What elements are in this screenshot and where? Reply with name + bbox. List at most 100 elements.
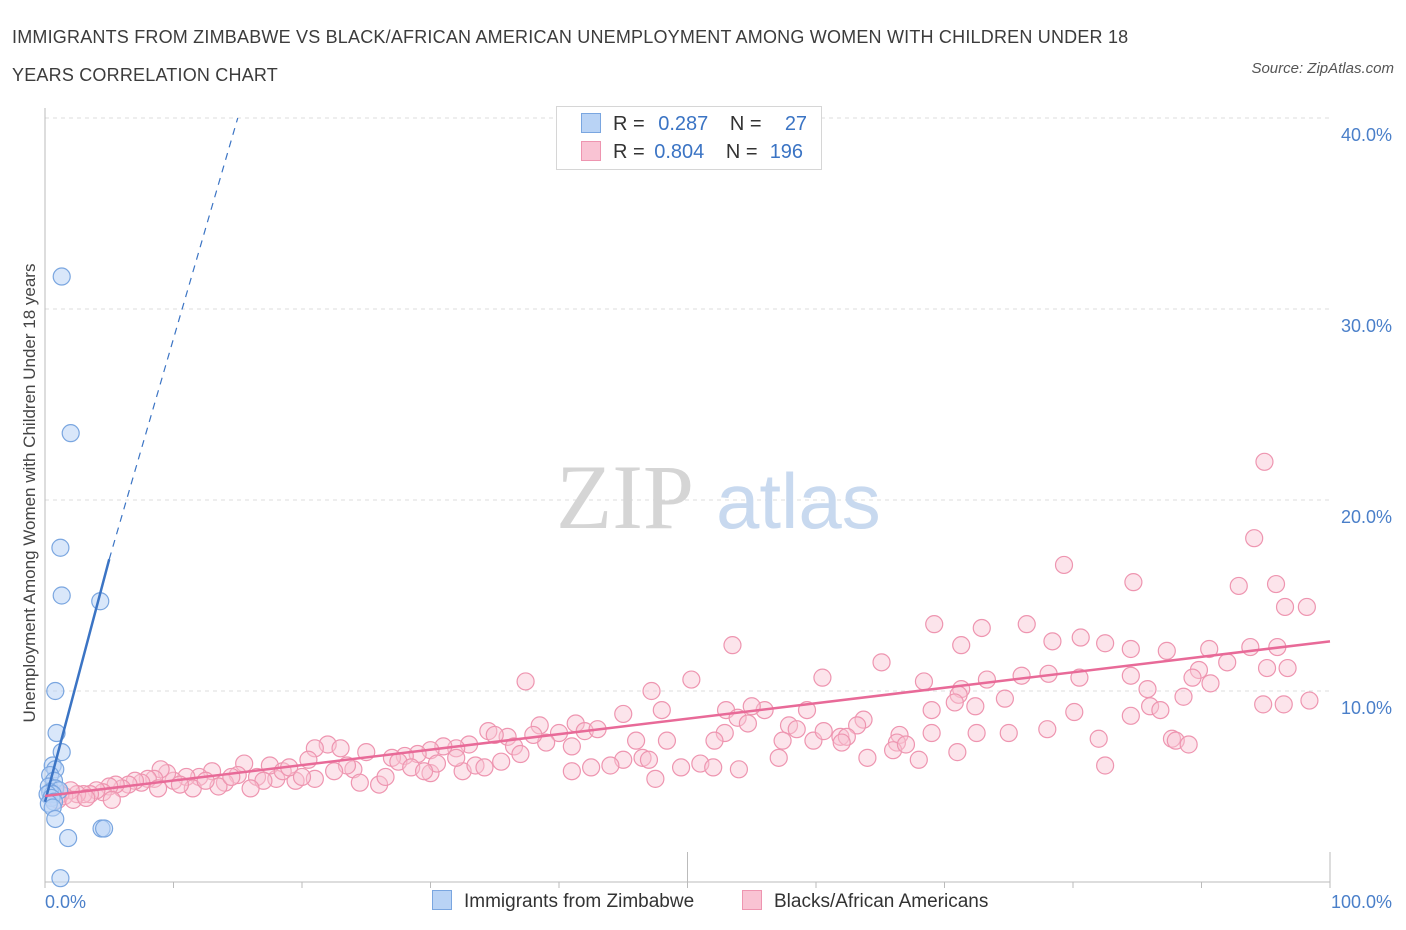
bottom-legend-swatch-pink <box>742 890 762 910</box>
point-blacks <box>948 743 967 762</box>
point-blacks <box>1065 702 1084 722</box>
point-blacks <box>858 748 877 767</box>
y-tick-label: 40.0% <box>1341 125 1392 145</box>
point-blacks <box>832 733 851 752</box>
point-blacks <box>447 748 466 767</box>
point-blacks <box>1151 700 1170 720</box>
point-blacks <box>1138 679 1157 699</box>
chart-source: Source: ZipAtlas.com <box>1251 60 1394 77</box>
point-blacks <box>1179 735 1198 754</box>
point-blacks <box>705 731 724 750</box>
point-blacks <box>639 750 659 769</box>
point-blacks <box>814 722 833 741</box>
legend-n-label: N = <box>725 141 758 163</box>
point-blacks <box>475 758 494 777</box>
point-blacks <box>1096 634 1115 653</box>
point-zimbabwe <box>52 586 71 605</box>
axes <box>44 108 1331 888</box>
point-blacks <box>715 723 734 743</box>
y-axis-label: Unemployment Among Women with Children U… <box>20 264 39 723</box>
trend-line-blacks <box>44 640 1331 798</box>
point-blacks <box>601 756 620 775</box>
point-blacks <box>1121 706 1140 725</box>
point-blacks <box>151 760 170 779</box>
point-blacks <box>331 739 350 758</box>
point-blacks <box>1157 641 1176 660</box>
tick-labels: 10.0% 20.0% 30.0% 40.0% 0.0% 100.0% <box>45 125 1392 912</box>
point-blacks <box>1275 597 1295 617</box>
point-blacks <box>729 760 749 779</box>
point-blacks <box>1043 632 1062 651</box>
point-zimbabwe <box>51 869 70 888</box>
y-tick-label: 10.0% <box>1341 698 1392 718</box>
point-blacks <box>466 756 485 775</box>
point-blacks <box>562 737 581 756</box>
point-blacks <box>222 767 241 787</box>
point-blacks <box>241 779 260 798</box>
point-blacks <box>922 723 941 743</box>
point-blacks <box>492 752 511 771</box>
point-zimbabwe <box>95 819 114 838</box>
point-blacks <box>1140 697 1160 716</box>
point-blacks <box>896 735 916 754</box>
legend-n-label: N = <box>729 113 762 135</box>
watermark-atlas: atlas <box>716 457 881 545</box>
point-blacks <box>1121 639 1140 659</box>
point-blacks <box>1071 628 1090 647</box>
point-blacks <box>769 748 788 767</box>
point-blacks <box>872 653 891 672</box>
point-blacks <box>1297 597 1316 617</box>
point-blacks <box>421 764 440 783</box>
legend-swatch-pink <box>581 141 601 161</box>
point-blacks <box>102 790 121 809</box>
point-blacks <box>1266 574 1286 594</box>
legend-swatch-blue <box>581 113 601 133</box>
point-blacks <box>1229 576 1248 596</box>
point-blacks <box>292 767 312 787</box>
point-blacks <box>1070 668 1089 687</box>
point-blacks <box>1189 660 1209 680</box>
point-blacks <box>614 704 633 724</box>
point-blacks <box>1183 668 1202 687</box>
point-blacks <box>671 758 691 777</box>
trend-lines <box>43 117 1331 803</box>
series-zimbabwe-points <box>38 267 114 888</box>
point-blacks <box>966 697 985 716</box>
point-blacks <box>1274 695 1293 714</box>
point-blacks <box>77 788 96 808</box>
bottom-legend-blacks: Blacks/African Americans <box>742 890 988 913</box>
point-blacks <box>922 700 941 720</box>
point-zimbabwe <box>52 267 71 286</box>
point-blacks <box>370 775 389 794</box>
point-blacks <box>704 758 723 777</box>
point-blacks <box>325 762 344 781</box>
y-tick-label: 20.0% <box>1341 507 1392 527</box>
point-blacks <box>925 615 944 634</box>
trend-line-zimbabwe-extension <box>108 117 239 560</box>
point-blacks <box>642 681 661 701</box>
point-blacks <box>633 748 652 767</box>
point-zimbabwe <box>51 538 70 557</box>
legend-n-value: 196 <box>769 141 804 163</box>
point-blacks <box>350 773 369 792</box>
point-blacks <box>995 689 1014 708</box>
point-zimbabwe <box>46 681 65 701</box>
point-blacks <box>1174 687 1193 706</box>
point-blacks <box>972 618 991 638</box>
watermark-zip: ZIP <box>556 446 694 548</box>
chart-title: IMMIGRANTS FROM ZIMBABWE VS BLACK/AFRICA… <box>12 27 1129 85</box>
bottom-legend-label: Blacks/African Americans <box>774 891 989 912</box>
point-blacks <box>848 716 867 735</box>
point-blacks <box>1255 452 1274 471</box>
point-blacks <box>1245 529 1264 548</box>
point-blacks <box>1017 615 1036 634</box>
point-blacks <box>945 693 964 712</box>
point-zimbabwe <box>59 828 78 848</box>
point-blacks <box>646 769 665 788</box>
point-blacks <box>773 731 792 750</box>
point-blacks <box>1121 666 1140 685</box>
y-tick-label: 30.0% <box>1341 316 1392 336</box>
point-zimbabwe <box>61 424 80 443</box>
point-zimbabwe <box>46 809 65 829</box>
